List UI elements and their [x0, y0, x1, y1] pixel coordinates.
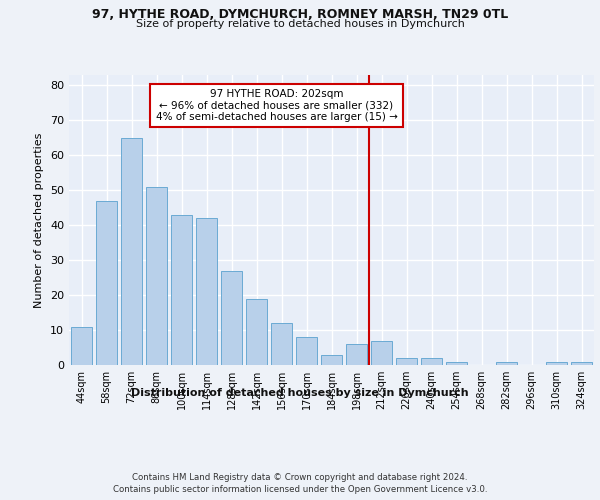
Bar: [571, 362, 592, 365]
Bar: [321, 354, 342, 365]
Text: 97 HYTHE ROAD: 202sqm
← 96% of detached houses are smaller (332)
4% of semi-deta: 97 HYTHE ROAD: 202sqm ← 96% of detached …: [155, 89, 397, 122]
Bar: [396, 358, 417, 365]
Text: Contains HM Land Registry data © Crown copyright and database right 2024.
Contai: Contains HM Land Registry data © Crown c…: [113, 472, 487, 494]
Bar: [96, 201, 117, 365]
Text: 97, HYTHE ROAD, DYMCHURCH, ROMNEY MARSH, TN29 0TL: 97, HYTHE ROAD, DYMCHURCH, ROMNEY MARSH,…: [92, 8, 508, 20]
Bar: [71, 326, 92, 365]
Bar: [446, 362, 467, 365]
Bar: [221, 270, 242, 365]
Text: Distribution of detached houses by size in Dymchurch: Distribution of detached houses by size …: [131, 388, 469, 398]
Bar: [346, 344, 367, 365]
Bar: [271, 323, 292, 365]
Y-axis label: Number of detached properties: Number of detached properties: [34, 132, 44, 308]
Bar: [371, 340, 392, 365]
Bar: [296, 337, 317, 365]
Bar: [196, 218, 217, 365]
Text: Size of property relative to detached houses in Dymchurch: Size of property relative to detached ho…: [136, 19, 464, 29]
Bar: [496, 362, 517, 365]
Bar: [546, 362, 567, 365]
Bar: [246, 298, 267, 365]
Bar: [121, 138, 142, 365]
Bar: [146, 187, 167, 365]
Bar: [421, 358, 442, 365]
Bar: [171, 215, 192, 365]
